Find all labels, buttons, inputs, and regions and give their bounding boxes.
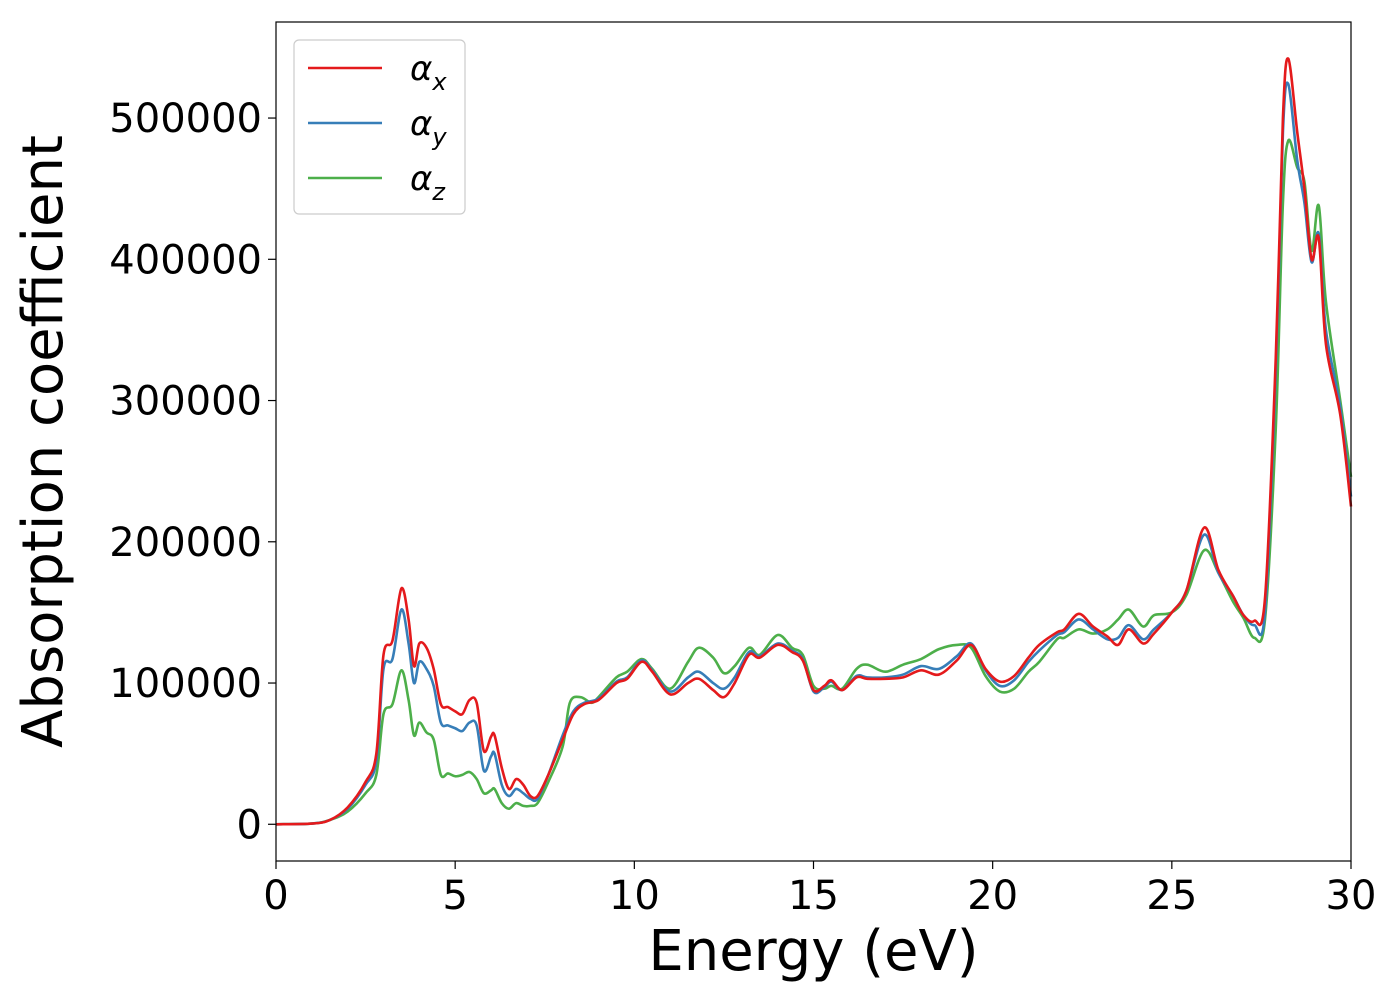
y-tick-label: 400000	[109, 237, 262, 283]
y-tick-label: 300000	[109, 379, 262, 425]
x-axis-title: Energy (eV)	[648, 919, 978, 984]
x-tick-label: 0	[263, 873, 288, 919]
y-tick-label: 500000	[109, 96, 262, 142]
legend-label-z: αz	[410, 159, 446, 206]
x-tick-label: 25	[1146, 873, 1197, 919]
x-tick-label: 30	[1326, 873, 1377, 919]
series-line-x	[275, 57, 1353, 826]
plot-frame	[275, 21, 1352, 862]
series-layer	[275, 57, 1353, 826]
legend-label-x: αx	[410, 49, 447, 96]
y-tick-label: 200000	[109, 520, 262, 566]
x-tick-label: 5	[442, 873, 467, 919]
x-tick-label: 15	[788, 873, 839, 919]
ticks-layer: 0 5 10 15 20 25 30 0 100000 200000 300000 400000 500…	[109, 96, 1376, 919]
x-tick-label: 10	[609, 873, 660, 919]
x-tick-label: 20	[967, 873, 1018, 919]
y-axis-title: Absorption coefficient	[11, 135, 76, 748]
legend: αx αy αz	[293, 39, 466, 215]
y-tick-label: 0	[237, 802, 262, 848]
y-tick-label: 100000	[109, 661, 262, 707]
legend-box	[293, 39, 466, 215]
legend-label-y: αy	[410, 104, 447, 151]
